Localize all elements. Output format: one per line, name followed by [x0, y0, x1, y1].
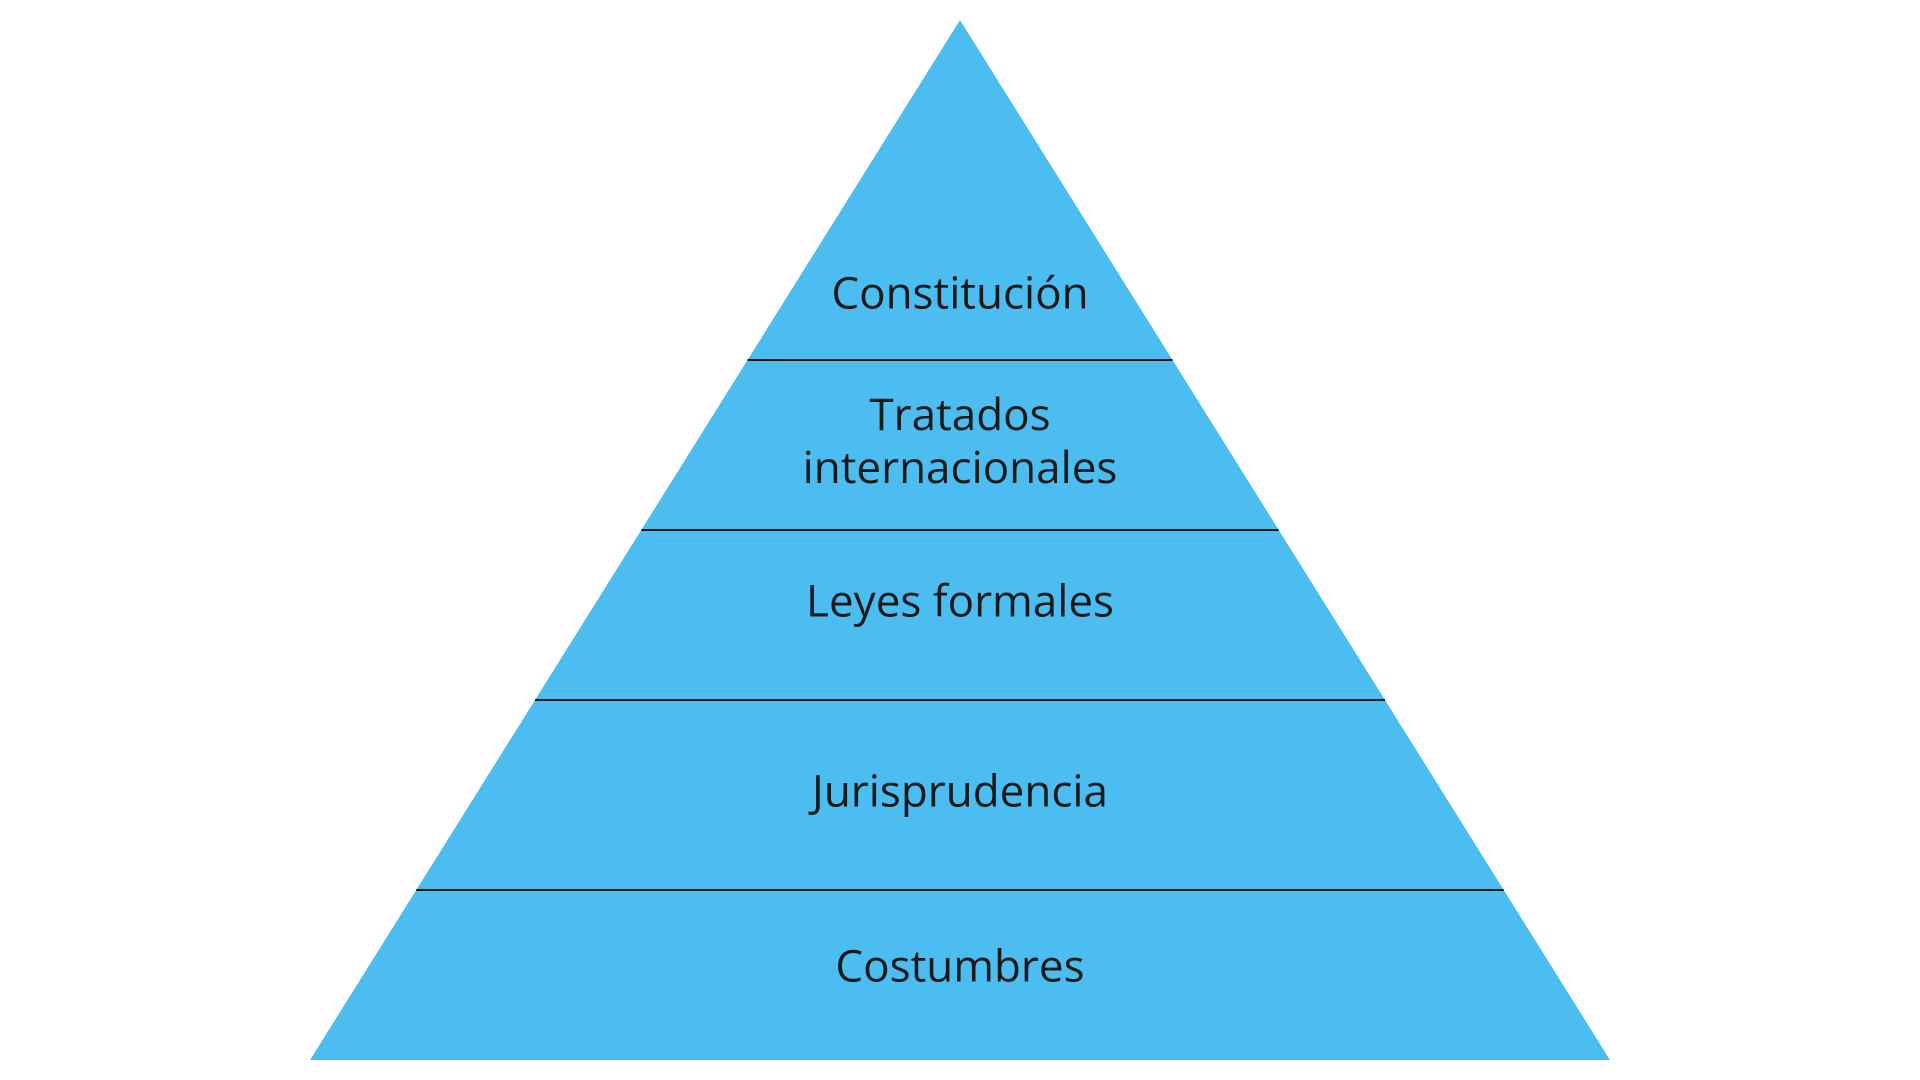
pyramid-level-1-label: Constitución — [831, 266, 1088, 319]
pyramid-diagram: Constitución Tratadosinternacionales Leyes… — [310, 20, 1610, 1060]
pyramid-level-3-label: Leyes formales — [806, 574, 1114, 627]
pyramid-level-4-label: Jurisprudencia — [812, 764, 1108, 817]
pyramid-level-2-label: Tratadosinternacionales — [803, 387, 1118, 493]
pyramid-level-5-label: Costumbres — [835, 939, 1084, 992]
pyramid-shape — [310, 20, 1610, 1060]
